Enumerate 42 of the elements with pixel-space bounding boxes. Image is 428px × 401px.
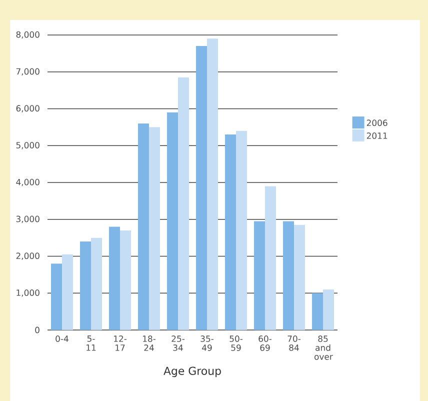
x-tick-label: 0-4	[56, 336, 68, 342]
bar	[149, 127, 160, 330]
bar	[138, 123, 150, 330]
bar	[265, 186, 276, 330]
bar	[109, 226, 120, 330]
x-tick-label: 12- 17	[114, 336, 126, 351]
y-tick-label: 4,000	[16, 178, 40, 186]
x-tick-label: 85 and over	[314, 336, 333, 360]
y-tick-label: 7,000	[16, 68, 40, 76]
bar	[283, 221, 294, 330]
y-tick-label: 6,000	[16, 105, 40, 112]
bar	[294, 224, 306, 330]
bar	[120, 230, 132, 330]
bar	[80, 242, 91, 330]
x-tick-label: 50- 59	[230, 336, 242, 351]
bar	[312, 293, 324, 330]
y-tick-label: 0	[35, 326, 40, 334]
y-tick-label: 3,000	[16, 216, 40, 224]
bar	[254, 221, 266, 330]
bar	[178, 77, 190, 330]
x-tick-label: 18- 24	[143, 336, 156, 351]
legend-label: 2006	[366, 120, 388, 126]
y-tick-label: 2,000	[16, 252, 40, 260]
x-tick-label: 25- 34	[172, 336, 184, 351]
bar	[91, 238, 102, 330]
x-tick-label: 35- 49	[200, 336, 214, 351]
bar	[51, 264, 62, 330]
bar	[323, 289, 334, 330]
y-tick-label: 8,000	[16, 31, 40, 39]
y-tick-label: 5,000	[16, 142, 40, 150]
bar	[196, 46, 208, 330]
bar	[62, 254, 73, 330]
x-tick-label: 60- 69	[258, 336, 272, 351]
bar	[207, 38, 218, 330]
y-tick-label: 1,000	[16, 289, 40, 297]
x-axis-title: Age Group	[164, 366, 221, 378]
legend-label: 2011	[366, 132, 388, 139]
x-tick-label: 70- 84	[288, 336, 301, 351]
bar	[236, 130, 248, 330]
bar	[225, 134, 236, 330]
bar	[167, 112, 178, 330]
x-tick-label: 5-11	[86, 336, 96, 351]
